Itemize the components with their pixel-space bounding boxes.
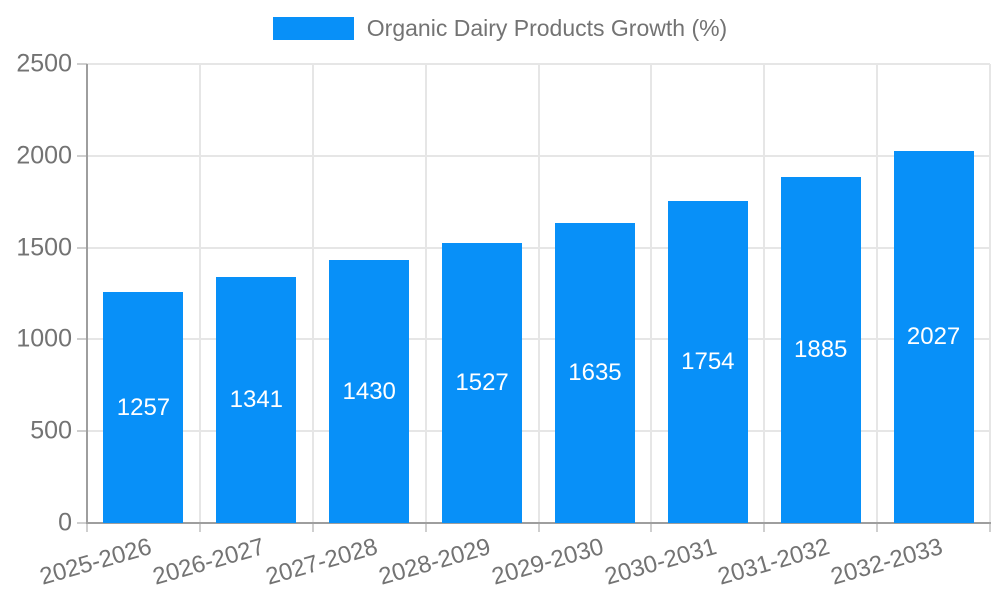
bar: [216, 276, 297, 523]
y-axis-label: 1500: [16, 233, 72, 262]
bar-value-label: 1885: [793, 335, 848, 363]
bar: [442, 242, 523, 523]
bar: [667, 200, 748, 523]
x-gridline: [876, 64, 879, 523]
x-axis-tick: [650, 523, 653, 532]
y-axis-tick: [77, 63, 87, 65]
y-axis-label: 1000: [16, 324, 72, 353]
chart-legend: Organic Dairy Products Growth (%): [0, 17, 1000, 40]
y-axis-label: 2500: [16, 49, 72, 78]
x-axis-tick: [424, 523, 427, 532]
legend-swatch: [272, 17, 354, 40]
bar: [893, 150, 974, 523]
bar: [780, 176, 861, 523]
x-axis-label: 2030-2031: [601, 533, 720, 591]
legend-label: Organic Dairy Products Growth (%): [366, 15, 728, 41]
y-axis-tick: [77, 430, 87, 433]
y-axis-tick: [77, 522, 87, 524]
x-axis-tick: [989, 523, 991, 532]
x-axis-tick: [537, 523, 540, 532]
bar-value-label: 1257: [116, 393, 171, 421]
x-axis-label: 2029-2030: [488, 533, 607, 591]
x-axis-label: 2025-2026: [36, 533, 155, 591]
x-axis-label: 2032-2033: [827, 533, 946, 591]
bar-value-label: 1635: [568, 358, 622, 386]
bar: [554, 222, 635, 523]
y-axis-label: 2000: [16, 141, 72, 170]
x-gridline: [763, 64, 766, 523]
x-gridline: [424, 64, 427, 523]
y-axis-label: 0: [58, 508, 72, 537]
y-axis-label: 500: [30, 416, 72, 445]
bar-value-label: 1754: [681, 347, 735, 375]
bar-value-label: 2027: [906, 322, 961, 350]
bar-value-label: 1527: [455, 368, 509, 396]
x-axis-tick: [198, 523, 201, 532]
y-axis-tick: [77, 154, 87, 157]
bar: [329, 260, 410, 523]
x-gridline: [311, 64, 314, 523]
x-axis-tick: [876, 523, 879, 532]
y-axis-line: [86, 64, 88, 523]
x-gridline: [537, 64, 540, 523]
bar-value-label: 1341: [229, 385, 284, 413]
x-axis-label: 2031-2032: [714, 533, 833, 591]
bar: [103, 292, 184, 523]
x-axis-label: 2026-2027: [149, 533, 268, 591]
x-axis-line: [86, 522, 991, 524]
x-axis-label: 2027-2028: [262, 533, 381, 591]
x-axis-label: 2028-2029: [375, 533, 494, 591]
y-axis-tick: [77, 246, 87, 249]
x-gridline: [989, 64, 991, 523]
x-axis-tick: [86, 523, 88, 532]
x-gridline: [650, 64, 653, 523]
y-axis-tick: [77, 338, 87, 341]
x-gridline: [198, 64, 201, 523]
x-axis-tick: [311, 523, 314, 532]
x-axis-tick: [763, 523, 766, 532]
bar-value-label: 1430: [342, 377, 396, 405]
